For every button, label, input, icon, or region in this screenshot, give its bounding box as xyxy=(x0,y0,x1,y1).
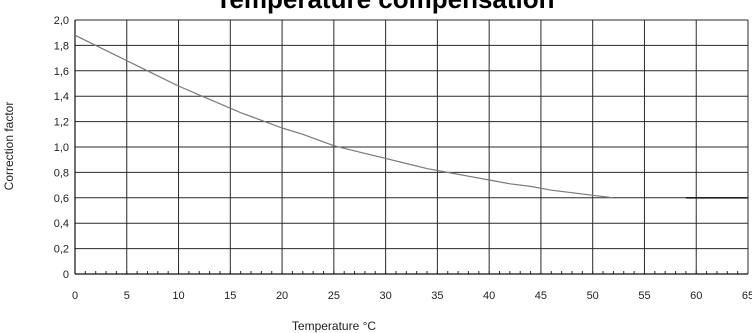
axes xyxy=(74,20,749,275)
grid xyxy=(74,19,749,275)
y-tick-label: 1,6 xyxy=(54,66,69,78)
series-line xyxy=(74,34,614,199)
y-tick-label: 2,0 xyxy=(54,15,69,27)
y-tick-label: 0,4 xyxy=(54,218,69,230)
y-tick-label: 1,2 xyxy=(54,117,69,129)
y-axis-label: Correction factor xyxy=(2,102,16,191)
x-tick-label: 0 xyxy=(72,290,78,302)
x-tick-label: 20 xyxy=(276,290,288,302)
x-tick-label: 30 xyxy=(379,290,391,302)
y-tick-label: 0,2 xyxy=(54,244,69,256)
x-tick-label: 5 xyxy=(124,290,130,302)
x-tick-label: 50 xyxy=(587,290,599,302)
x-axis-label: Temperature °C xyxy=(292,319,376,333)
x-tick-label: 15 xyxy=(224,290,236,302)
y-tick-label: 1,4 xyxy=(54,91,69,103)
x-tick-label: 35 xyxy=(431,290,443,302)
x-tick-label: 25 xyxy=(328,290,340,302)
x-tick-label: 60 xyxy=(690,290,702,302)
y-axis-ticks: 0 0,2 0,4 0,6 0,8 1,0 1,2 1,4 1,6 1,8 2,0 xyxy=(54,15,69,281)
x-tick-label: 10 xyxy=(172,290,184,302)
x-tick-label: 40 xyxy=(483,290,495,302)
x-axis-ticks: 0 5 10 15 20 25 30 35 40 45 50 55 60 65 xyxy=(72,290,752,302)
x-tick-label: 55 xyxy=(638,290,650,302)
y-tick-label: 0 xyxy=(63,269,69,281)
y-tick-label: 1,8 xyxy=(54,40,69,52)
x-tick-label: 65 xyxy=(742,290,752,302)
y-tick-label: 0,8 xyxy=(54,167,69,179)
y-tick-label: 0,6 xyxy=(54,193,69,205)
series-group xyxy=(74,34,748,199)
x-tick-label: 45 xyxy=(535,290,547,302)
chart-title: Temperature compensation xyxy=(215,0,554,14)
y-tick-label: 1,0 xyxy=(54,142,69,154)
